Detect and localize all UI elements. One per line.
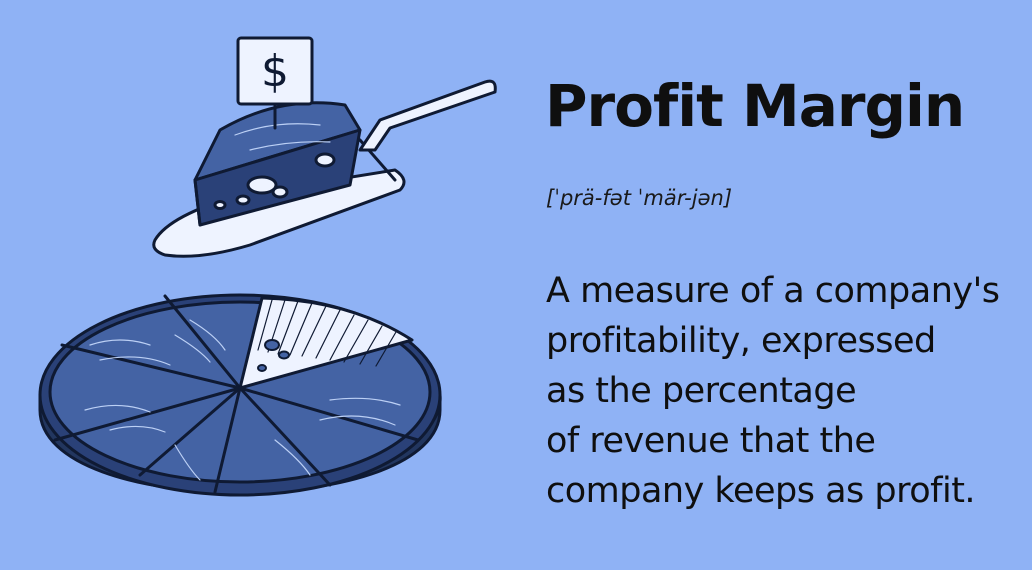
definition-line: profitability, expressed (546, 321, 936, 361)
pie-dish-icon (38, 293, 442, 497)
price-sign-text: $ (261, 46, 289, 97)
pie-slice-icon (193, 101, 362, 227)
definition-line: as the percentage (546, 371, 857, 411)
definition: A measure of a company's profitability, … (546, 266, 1026, 516)
definition-line: A measure of a company's (546, 271, 1000, 311)
page-title: Profit Margin (545, 72, 965, 140)
profit-pie-illustration: $ (38, 36, 497, 497)
definition-line: company keeps as profit. (546, 471, 976, 511)
definition-line: of revenue that the (546, 421, 876, 461)
pie-server-icon (152, 79, 497, 258)
dollar-sign-icon (236, 36, 314, 130)
pronunciation: [ˈprä-fət ˈmär-jən] (546, 186, 733, 210)
